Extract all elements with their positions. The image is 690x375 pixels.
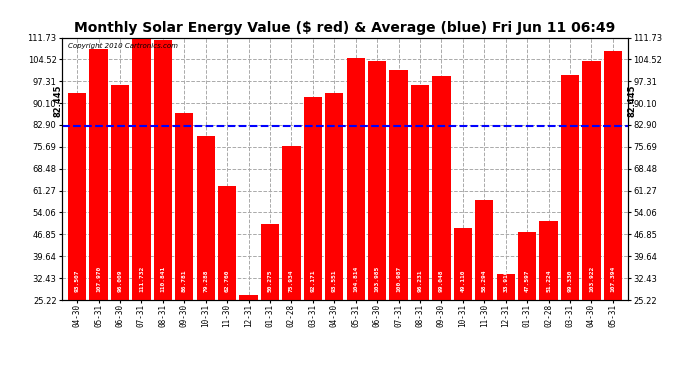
- Text: 62.760: 62.760: [225, 270, 230, 292]
- Text: 49.110: 49.110: [460, 270, 465, 292]
- Text: 110.841: 110.841: [160, 266, 166, 292]
- Text: 104.814: 104.814: [353, 266, 358, 292]
- Bar: [111, 85, 129, 375]
- Text: 86.781: 86.781: [181, 270, 187, 292]
- Bar: [218, 186, 236, 375]
- Text: 92.171: 92.171: [310, 270, 315, 292]
- Bar: [433, 76, 451, 375]
- Bar: [454, 228, 472, 375]
- Text: 26.918: 26.918: [246, 270, 251, 292]
- Text: 79.288: 79.288: [203, 270, 208, 292]
- Bar: [304, 97, 322, 375]
- Text: 103.922: 103.922: [589, 266, 594, 292]
- Bar: [154, 40, 172, 375]
- Bar: [582, 61, 600, 375]
- Bar: [518, 232, 536, 375]
- Text: 99.048: 99.048: [439, 270, 444, 292]
- Bar: [604, 51, 622, 375]
- Bar: [175, 113, 193, 375]
- Text: 100.987: 100.987: [396, 266, 401, 292]
- Text: 93.507: 93.507: [75, 270, 79, 292]
- Bar: [540, 221, 558, 375]
- Bar: [497, 274, 515, 375]
- Bar: [346, 58, 365, 375]
- Bar: [325, 93, 344, 375]
- Bar: [282, 146, 301, 375]
- Text: 96.231: 96.231: [417, 270, 422, 292]
- Bar: [411, 84, 429, 375]
- Text: 75.934: 75.934: [289, 270, 294, 292]
- Bar: [68, 93, 86, 375]
- Title: Monthly Solar Energy Value ($ red) & Average (blue) Fri Jun 11 06:49: Monthly Solar Energy Value ($ red) & Ave…: [75, 21, 615, 35]
- Text: 99.330: 99.330: [568, 270, 573, 292]
- Text: 33.910: 33.910: [503, 270, 509, 292]
- Text: 111.732: 111.732: [139, 266, 144, 292]
- Text: 96.009: 96.009: [117, 270, 122, 292]
- Text: 58.294: 58.294: [482, 270, 487, 292]
- Text: 82.445: 82.445: [53, 85, 62, 117]
- Text: 50.275: 50.275: [268, 270, 273, 292]
- Bar: [239, 295, 257, 375]
- Bar: [197, 136, 215, 375]
- Text: 103.985: 103.985: [375, 266, 380, 292]
- Bar: [561, 75, 579, 375]
- Bar: [475, 200, 493, 375]
- Bar: [261, 224, 279, 375]
- Bar: [132, 38, 150, 375]
- Bar: [368, 61, 386, 375]
- Text: 93.551: 93.551: [332, 270, 337, 292]
- Bar: [90, 49, 108, 375]
- Text: 47.597: 47.597: [524, 270, 530, 292]
- Text: 82.445: 82.445: [628, 85, 637, 117]
- Text: 107.970: 107.970: [96, 266, 101, 292]
- Text: 51.224: 51.224: [546, 270, 551, 292]
- Bar: [389, 70, 408, 375]
- Text: 107.394: 107.394: [611, 266, 615, 292]
- Text: Copyright 2010 Cartronics.com: Copyright 2010 Cartronics.com: [68, 43, 178, 49]
